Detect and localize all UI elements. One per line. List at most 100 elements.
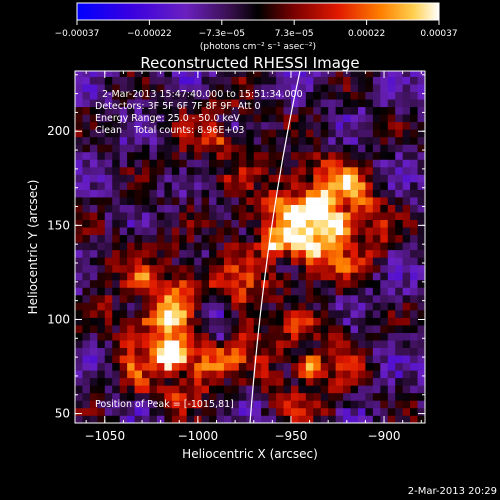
heatmap-cell — [357, 355, 366, 364]
heatmap-cell — [328, 370, 336, 379]
heatmap-cell — [119, 167, 128, 175]
heatmap-cell — [194, 317, 202, 326]
x-tick-label: −900 — [368, 429, 401, 443]
heatmap-cell — [395, 182, 403, 190]
footer-timestamp: 2-Mar-2013 20:29 — [408, 486, 497, 497]
heatmap-cell — [320, 264, 329, 273]
heatmap-cell — [231, 174, 240, 183]
heatmap-cell — [201, 295, 210, 303]
heatmap-cell — [82, 144, 91, 153]
heatmap-cell — [320, 407, 329, 416]
heatmap-cell — [328, 385, 336, 394]
heatmap-cell — [89, 310, 98, 318]
heatmap-cell — [253, 136, 262, 145]
heatmap-cell — [261, 400, 269, 409]
heatmap-cell — [238, 400, 247, 409]
heatmap-cell — [335, 167, 344, 175]
heatmap-cell — [201, 121, 210, 130]
heatmap-cell — [171, 287, 180, 296]
heatmap-cell — [387, 407, 396, 416]
heatmap-cell — [410, 91, 418, 100]
heatmap-cell — [402, 197, 411, 205]
heatmap-cell — [305, 317, 314, 326]
heatmap-cell — [261, 167, 269, 175]
heatmap-cell — [231, 76, 240, 85]
heatmap-cell — [268, 242, 277, 251]
heatmap-cell — [313, 310, 322, 318]
heatmap-cell — [417, 174, 425, 183]
heatmap-cell — [410, 71, 418, 77]
heatmap-cell — [268, 264, 277, 273]
heatmap-cell — [194, 385, 202, 394]
x-axis-label: Heliocentric X (arcsec) — [182, 447, 318, 461]
heatmap-cell — [119, 84, 128, 93]
heatmap-cell — [357, 392, 366, 401]
heatmap-cell — [276, 415, 284, 423]
heatmap-cell — [305, 257, 314, 266]
heatmap-cell — [82, 227, 91, 236]
heatmap-cell — [119, 136, 128, 145]
heatmap-cell — [89, 355, 98, 364]
heatmap-cell — [231, 287, 240, 296]
heatmap-cell — [350, 295, 359, 303]
heatmap-cell — [112, 400, 120, 409]
heatmap-cell — [335, 317, 344, 326]
heatmap-cell — [171, 99, 180, 108]
heatmap-cell — [290, 257, 299, 266]
heatmap-cell — [290, 76, 299, 85]
heatmap-cell — [328, 355, 336, 364]
heatmap-cell — [402, 71, 411, 77]
heatmap-cell — [97, 362, 106, 371]
heatmap-cell — [313, 136, 322, 145]
heatmap-cell — [410, 114, 418, 123]
heatmap-cell — [350, 227, 359, 236]
heatmap-cell — [268, 182, 277, 190]
heatmap-cell — [246, 204, 255, 213]
heatmap-cell — [75, 144, 83, 153]
heatmap-cell — [417, 340, 425, 349]
heatmap-cell — [372, 234, 381, 243]
heatmap-cell — [268, 257, 277, 266]
heatmap-cell — [268, 287, 277, 296]
heatmap-cell — [127, 295, 135, 303]
heatmap-cell — [82, 340, 91, 349]
heatmap-cell — [253, 249, 262, 258]
colorbar-tick-label: 0.00037 — [420, 29, 457, 39]
heatmap-cell — [402, 204, 411, 213]
heatmap-cell — [97, 144, 106, 153]
heatmap-cell — [194, 167, 202, 175]
heatmap-cell — [320, 91, 329, 100]
heatmap-cell — [246, 249, 255, 258]
heatmap-cell — [417, 332, 425, 341]
heatmap-cell — [186, 377, 195, 386]
heatmap-cell — [410, 144, 418, 153]
heatmap-cell — [89, 400, 98, 409]
heatmap-cell — [372, 264, 381, 273]
heatmap-cell — [179, 392, 188, 401]
heatmap-cell — [313, 234, 322, 243]
heatmap-cell — [365, 302, 374, 311]
heatmap-cell — [313, 121, 322, 130]
heatmap-cell — [387, 76, 396, 85]
heatmap-cell — [201, 257, 210, 266]
heatmap-cell — [89, 159, 98, 168]
heatmap-cell — [335, 234, 344, 243]
heatmap-cell — [201, 392, 210, 401]
heatmap-cell — [209, 204, 217, 213]
heatmap-cell — [156, 317, 165, 326]
heatmap-cell — [298, 415, 307, 423]
heatmap-cell — [261, 355, 269, 364]
heatmap-cell — [209, 159, 217, 168]
heatmap-cell — [231, 355, 240, 364]
heatmap-cell — [261, 340, 269, 349]
heatmap-cell — [320, 400, 329, 409]
heatmap-cell — [209, 84, 217, 93]
heatmap-cell — [201, 219, 210, 228]
heatmap-cell — [104, 302, 113, 311]
solar-limb-line — [249, 71, 301, 423]
heatmap-cell — [119, 272, 128, 281]
heatmap-cell — [179, 287, 188, 296]
heatmap-cell — [134, 189, 143, 198]
heatmap-cell — [253, 310, 262, 318]
heatmap-cell — [298, 84, 307, 93]
